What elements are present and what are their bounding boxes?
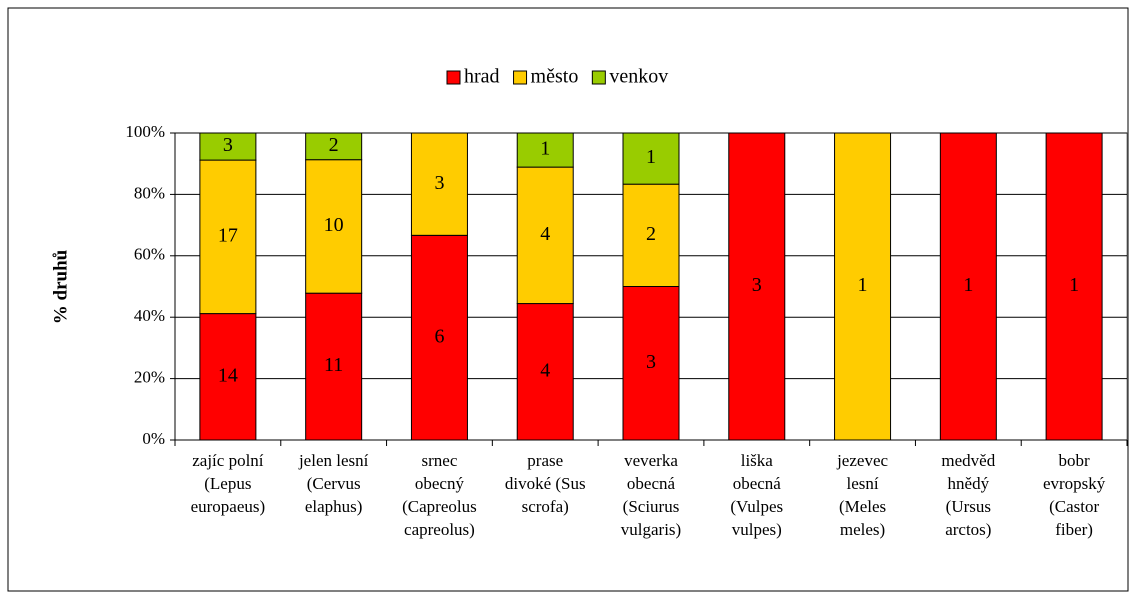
data-label: 6 — [434, 325, 444, 347]
x-tick-label: capreolus) — [404, 520, 475, 539]
legend-swatch — [591, 70, 606, 85]
x-tick-label: obecná — [627, 474, 676, 493]
x-tick-label: (Cervus — [307, 474, 361, 493]
legend-label: hrad — [464, 66, 500, 88]
x-tick-label: evropský — [1043, 474, 1106, 493]
x-tick-label: vulgaris) — [621, 520, 681, 539]
data-label: 3 — [646, 351, 656, 373]
data-label: 3 — [752, 274, 762, 296]
data-label: 3 — [223, 134, 233, 156]
x-tick-label: liška — [741, 451, 774, 470]
legend-swatch — [513, 70, 528, 85]
x-tick-label: divoké (Sus — [505, 474, 586, 493]
y-tick-label: 80% — [134, 183, 165, 202]
data-label: 14 — [218, 364, 238, 386]
legend-swatch — [446, 70, 461, 85]
bar-segment — [728, 132, 786, 441]
data-label: 3 — [434, 172, 444, 194]
x-tick-label: (Lepus — [204, 474, 251, 493]
data-label: 11 — [324, 354, 343, 376]
y-axis-label: % druhů — [50, 249, 71, 324]
x-tick-label: elaphus) — [305, 497, 363, 516]
x-tick-label: (Sciurus — [623, 497, 680, 516]
legend-label: město — [531, 66, 579, 88]
x-tick-label: srnec — [422, 451, 458, 470]
x-tick-label: (Meles — [839, 497, 886, 516]
bar-segment — [939, 132, 997, 441]
data-label: 4 — [540, 223, 550, 245]
x-tick-label: arctos) — [945, 520, 991, 539]
data-label: 10 — [324, 214, 344, 236]
data-label: 1 — [540, 138, 550, 160]
x-tick-label: veverka — [624, 451, 678, 470]
x-tick-label: (Castor — [1049, 497, 1099, 516]
bar-segment — [834, 132, 892, 441]
x-tick-label: obecný — [415, 474, 465, 493]
x-tick-label: jelen lesní — [298, 451, 369, 470]
data-label: 1 — [963, 274, 973, 296]
bar-segment — [516, 132, 574, 168]
data-label: 2 — [646, 223, 656, 245]
x-tick-label: europaeus) — [191, 497, 266, 516]
x-tick-label: (Vulpes — [730, 497, 783, 516]
x-tick-label: vulpes) — [732, 520, 782, 539]
y-tick-label: 0% — [142, 429, 165, 448]
data-label: 1 — [858, 274, 868, 296]
x-tick-label: prase — [527, 451, 563, 470]
x-tick-label: (Ursus — [946, 497, 991, 516]
x-tick-label: hnědý — [948, 474, 990, 493]
data-label: 17 — [218, 224, 238, 246]
bar-segment — [305, 292, 363, 441]
bar-segment — [305, 159, 363, 294]
y-tick-label: 40% — [134, 306, 165, 325]
data-label: 4 — [540, 359, 550, 381]
bar-segment — [199, 313, 257, 441]
data-label: 2 — [329, 134, 339, 156]
x-tick-label: zajíc polní — [192, 451, 264, 470]
x-tick-label: medvěd — [941, 451, 995, 470]
y-tick-label: 60% — [134, 245, 165, 264]
y-tick-label: 20% — [134, 368, 165, 387]
x-tick-label: scrofa) — [522, 497, 569, 516]
x-tick-label: (Capreolus — [402, 497, 477, 516]
bar-segment — [410, 234, 468, 441]
x-tick-label: lesní — [847, 474, 879, 493]
x-tick-label: bobr — [1059, 451, 1091, 470]
bar-segment — [622, 132, 680, 185]
x-tick-label: obecná — [733, 474, 782, 493]
x-tick-label: jezevec — [836, 451, 888, 470]
bar-segment — [1045, 132, 1103, 441]
x-tick-label: meles) — [840, 520, 885, 539]
x-tick-label: fiber) — [1055, 520, 1093, 539]
bar-segment — [622, 286, 680, 441]
bar-segment — [199, 132, 257, 161]
bar-segment — [305, 132, 363, 161]
legend-label: venkov — [609, 66, 668, 88]
y-tick-label: 100% — [125, 122, 165, 141]
bar-segment — [410, 132, 468, 236]
bar-segment — [199, 159, 257, 315]
data-label: 1 — [1069, 274, 1079, 296]
data-label: 1 — [646, 146, 656, 168]
